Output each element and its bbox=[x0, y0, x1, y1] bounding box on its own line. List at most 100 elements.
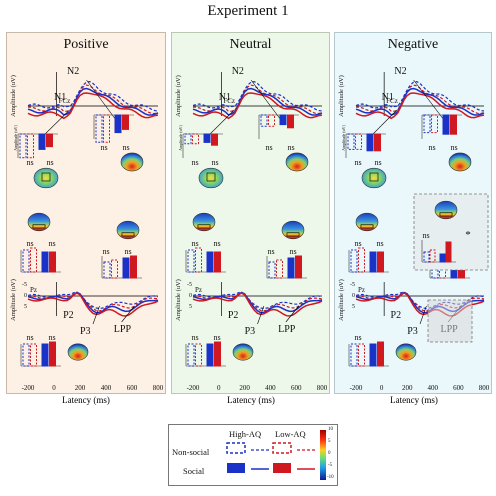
sig-n2-b: ns bbox=[450, 143, 457, 152]
bars-lpp-bar bbox=[206, 343, 214, 367]
wave-high-aq-social bbox=[192, 291, 323, 314]
ytick-label: -5 bbox=[187, 282, 192, 288]
wave-high-aq-social bbox=[192, 87, 323, 116]
peak-label-p2: P2 bbox=[63, 310, 74, 321]
erp-top-ylabel: Amplitude (uV) bbox=[175, 75, 182, 117]
topomap-p2-roi bbox=[197, 224, 211, 229]
bars-inset-bar bbox=[429, 249, 436, 263]
erp-bottom-channel-label: Pz bbox=[358, 286, 365, 294]
bars-n1-bar bbox=[38, 133, 46, 150]
bars-p3-bar bbox=[122, 257, 130, 279]
arrow-n2 bbox=[86, 79, 117, 121]
erp-top-channel-label: FCz bbox=[223, 97, 235, 105]
bars-inset-bar bbox=[423, 251, 430, 263]
xtick-label: 600 bbox=[291, 384, 302, 392]
colorbar-tick: 0 bbox=[328, 451, 331, 456]
bars-n1-bar bbox=[211, 133, 218, 146]
ytick-label: -5 bbox=[22, 282, 27, 288]
bars-lpp-bar bbox=[187, 343, 195, 367]
topomap-p2-roi bbox=[32, 224, 46, 229]
sig-p3-a: ns bbox=[267, 247, 274, 256]
arrow-n1 bbox=[40, 109, 70, 139]
wave-high-aq-social bbox=[27, 291, 159, 314]
bars-n1-bar bbox=[374, 133, 381, 152]
xtick-label: 0 bbox=[217, 384, 221, 392]
bars-n2-bar bbox=[95, 114, 103, 143]
wave-high-aq-nonsocial bbox=[27, 80, 159, 112]
ytick-label: 5 bbox=[24, 304, 27, 310]
arrow-lpp bbox=[121, 305, 135, 323]
xtick-label: 800 bbox=[317, 384, 328, 392]
sig-p2-a: ns bbox=[26, 239, 33, 248]
sig-p2-b: ns bbox=[376, 239, 383, 248]
xtick-label: 200 bbox=[75, 384, 86, 392]
sig-inset-star: * bbox=[465, 229, 471, 241]
bars-p2-bar bbox=[49, 251, 56, 273]
peak-label-p2: P2 bbox=[391, 310, 402, 321]
bars-n1-bar bbox=[203, 133, 211, 143]
sig-lpp-b: ns bbox=[213, 333, 220, 342]
bars-p2-bar bbox=[22, 249, 30, 273]
peak-label-n2: N2 bbox=[67, 66, 79, 77]
wave-low-aq-social bbox=[27, 92, 159, 120]
wave-high-aq-social bbox=[355, 87, 485, 116]
xlabel-positive: Latency (ms) bbox=[62, 395, 110, 405]
peak-label-p3: P3 bbox=[407, 326, 418, 337]
legend-social: Social bbox=[183, 466, 205, 476]
bars-lpp-bar bbox=[195, 343, 202, 367]
wave-low-aq-social bbox=[27, 292, 159, 317]
arrow-n2 bbox=[413, 79, 445, 121]
xtick-label: -200 bbox=[22, 384, 35, 392]
ytick-label: 0 bbox=[189, 293, 192, 299]
arrow-p3 bbox=[257, 305, 265, 325]
arrow-n2 bbox=[250, 79, 282, 121]
sig-n1-a: ns bbox=[26, 158, 33, 167]
bars-p3-bar bbox=[276, 259, 283, 279]
topomap-n2 bbox=[285, 152, 309, 172]
sig-p2-b: ns bbox=[48, 239, 55, 248]
topomap-inset-roi bbox=[439, 212, 453, 217]
swatch-low-aq-nonsocial-bar bbox=[272, 442, 292, 454]
arrow-p3 bbox=[419, 305, 427, 325]
peak-label-lpp: LPP bbox=[114, 324, 132, 335]
arrow-lpp bbox=[285, 305, 300, 323]
bars-n1-bar bbox=[355, 133, 362, 150]
bars-lpp-bar bbox=[41, 343, 49, 367]
ytick-label: 0 bbox=[24, 293, 27, 299]
xtick-label: 0 bbox=[380, 384, 384, 392]
topomap-n1-roi bbox=[369, 172, 379, 182]
xtick-label: 800 bbox=[479, 384, 490, 392]
bars-p3-bar bbox=[287, 257, 295, 279]
bars-n2-bar bbox=[103, 114, 110, 143]
peak-label-lpp: LPP bbox=[278, 324, 296, 335]
topomap-lpp bbox=[395, 343, 417, 361]
sig-n1-b: ns bbox=[374, 158, 381, 167]
ytick-label: 5 bbox=[189, 304, 192, 310]
wave-low-aq-social bbox=[192, 292, 323, 317]
bars-p3-bar bbox=[103, 261, 111, 279]
bars-n2-bar bbox=[442, 114, 450, 135]
bars-n2-bar bbox=[268, 114, 275, 127]
topomap-n2 bbox=[448, 152, 472, 172]
bar-ylabel: Amplitude (uV) bbox=[341, 125, 346, 151]
bars-inset-bar bbox=[445, 241, 452, 263]
swatch-high-aq-social-bar bbox=[227, 463, 245, 473]
sig-p3-a: ns bbox=[102, 247, 109, 256]
erp-bottom-channel-label: Pz bbox=[195, 286, 202, 294]
erp-bottom-channel-label: Pz bbox=[30, 286, 37, 294]
wave-high-aq-nonsocial bbox=[192, 80, 323, 112]
xtick-label: 400 bbox=[265, 384, 276, 392]
peak-label-p2: P2 bbox=[228, 310, 239, 321]
panel-title: Neutral bbox=[229, 37, 272, 52]
wave-high-aq-social bbox=[27, 87, 159, 116]
bars-n2-bar bbox=[450, 114, 457, 135]
sig-n2-a: ns bbox=[428, 143, 435, 152]
bars-p2-bar bbox=[358, 247, 365, 273]
colorbar-tick: -10 bbox=[327, 475, 334, 480]
bars-p3-bar bbox=[130, 255, 137, 279]
topomap-n1-roi bbox=[41, 172, 51, 182]
erp-bottom-ylabel: Amplitude (uV) bbox=[10, 279, 17, 321]
xtick-label: 600 bbox=[127, 384, 138, 392]
ytick-label: 5 bbox=[352, 304, 355, 310]
